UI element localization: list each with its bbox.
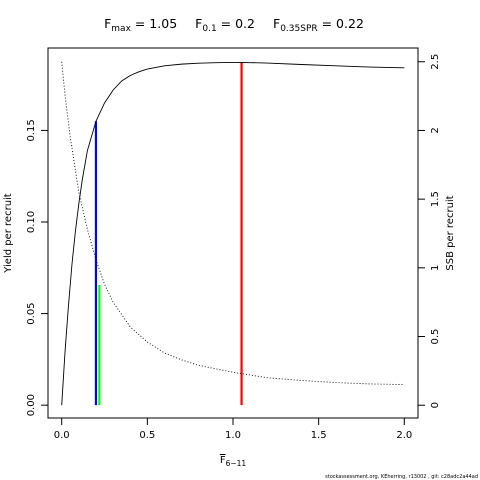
x-tick-label: 0.0 (54, 430, 70, 441)
reference-lines (94, 62, 243, 406)
title-term-value: = 0.2 (217, 16, 255, 31)
x-tick-label: 2.0 (396, 430, 412, 441)
y-left-tick-label: 0.10 (26, 211, 37, 233)
x-axis: 0.0 0.5 1.0 1.5 2.0 (54, 417, 412, 441)
chart-title: Fmax = 1.05 F0.1 = 0.2 F0.35SPR = 0.22 (104, 16, 364, 34)
y-right-tick-label: 0.5 (430, 329, 441, 345)
series-layer (61, 61, 405, 406)
ssb-per-recruit-line (61, 61, 405, 386)
y-left-tick-label: 0.00 (26, 394, 37, 416)
y-axis-label-right: SSB per recruit (445, 195, 456, 270)
y-left-tick-label: 0.15 (26, 119, 37, 141)
title-term-value: = 0.22 (318, 16, 364, 31)
title-term-subscript: max (111, 24, 131, 34)
x-label-base: F (220, 455, 226, 466)
title-term-base: F (195, 16, 202, 31)
title-term-base: F (104, 16, 111, 31)
title-term-base: F (273, 16, 280, 31)
x-tick-label: 0.5 (139, 430, 155, 441)
x-tick-label: 1.5 (311, 430, 327, 441)
x-tick-label: 1.0 (225, 430, 241, 441)
x-axis-label: F6−11 (220, 455, 247, 468)
title-term-subscript: 0.1 (202, 24, 216, 34)
title-term-subscript: 0.35SPR (280, 24, 317, 34)
y-right-tick-label: 1 (430, 265, 441, 271)
y-left-tick-label: 0.05 (26, 302, 37, 324)
y-right-tick-label: 1.5 (430, 191, 441, 207)
y-axis-left: 0.00 0.05 0.10 0.15 (26, 119, 49, 416)
credit-text: stockassessment.org, KEherring, r13002 ,… (325, 474, 478, 480)
y-right-tick-label: 0 (430, 402, 441, 408)
title-term-value: = 1.05 (131, 16, 177, 31)
y-axis-right: 0 0.5 1 1.5 2 2.5 (417, 54, 441, 408)
yield-per-recruit-line (61, 62, 405, 406)
y-right-tick-label: 2.5 (430, 54, 441, 70)
y-right-tick-label: 2 (430, 127, 441, 133)
plot-frame (47, 47, 419, 419)
x-label-subscript: 6−11 (226, 459, 247, 468)
y-axis-label-left: Yield per recruit (3, 193, 14, 274)
